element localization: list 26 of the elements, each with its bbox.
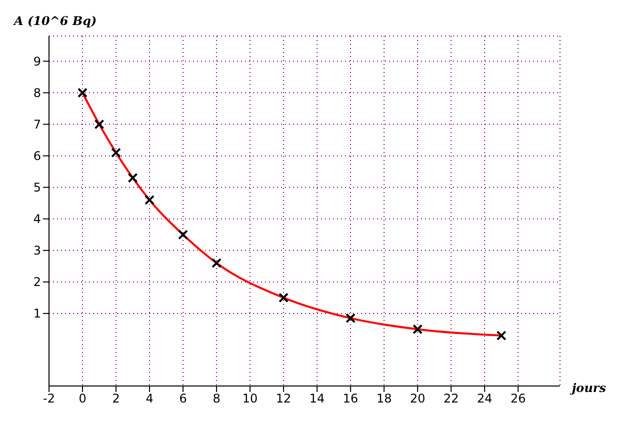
x-tick-label: 16: [342, 392, 358, 406]
y-axis-title: A (10^6 Bq): [14, 14, 97, 28]
x-tick-label: 4: [146, 392, 154, 406]
y-tick-label: 8: [33, 86, 41, 100]
y-tick-label: 4: [33, 212, 41, 226]
x-tick-label: 12: [276, 392, 292, 406]
y-tick-label: 5: [33, 180, 41, 195]
y-tick-label: 9: [33, 54, 41, 68]
y-tick-label: 2: [33, 275, 41, 290]
x-tick-label: 2: [112, 392, 120, 406]
x-tick-label: 18: [376, 392, 392, 406]
y-tick-label: 7: [33, 118, 41, 132]
x-tick-label: 22: [443, 392, 459, 406]
y-tick-label: 3: [33, 244, 41, 258]
x-tick-label: 8: [212, 392, 220, 406]
x-tick-label: 0: [78, 392, 86, 406]
x-tick-label: -2: [43, 392, 55, 406]
x-tick-label: 14: [309, 392, 325, 406]
x-tick-label: 24: [476, 392, 492, 406]
x-axis-title: jours: [572, 381, 606, 395]
y-tick-label: 6: [33, 149, 41, 164]
x-tick-label: 6: [179, 392, 187, 406]
x-tick-label: 20: [410, 392, 426, 406]
x-tick-label: 26: [510, 392, 526, 406]
y-tick-label: 1: [33, 306, 41, 321]
x-tick-label: 10: [242, 392, 258, 406]
